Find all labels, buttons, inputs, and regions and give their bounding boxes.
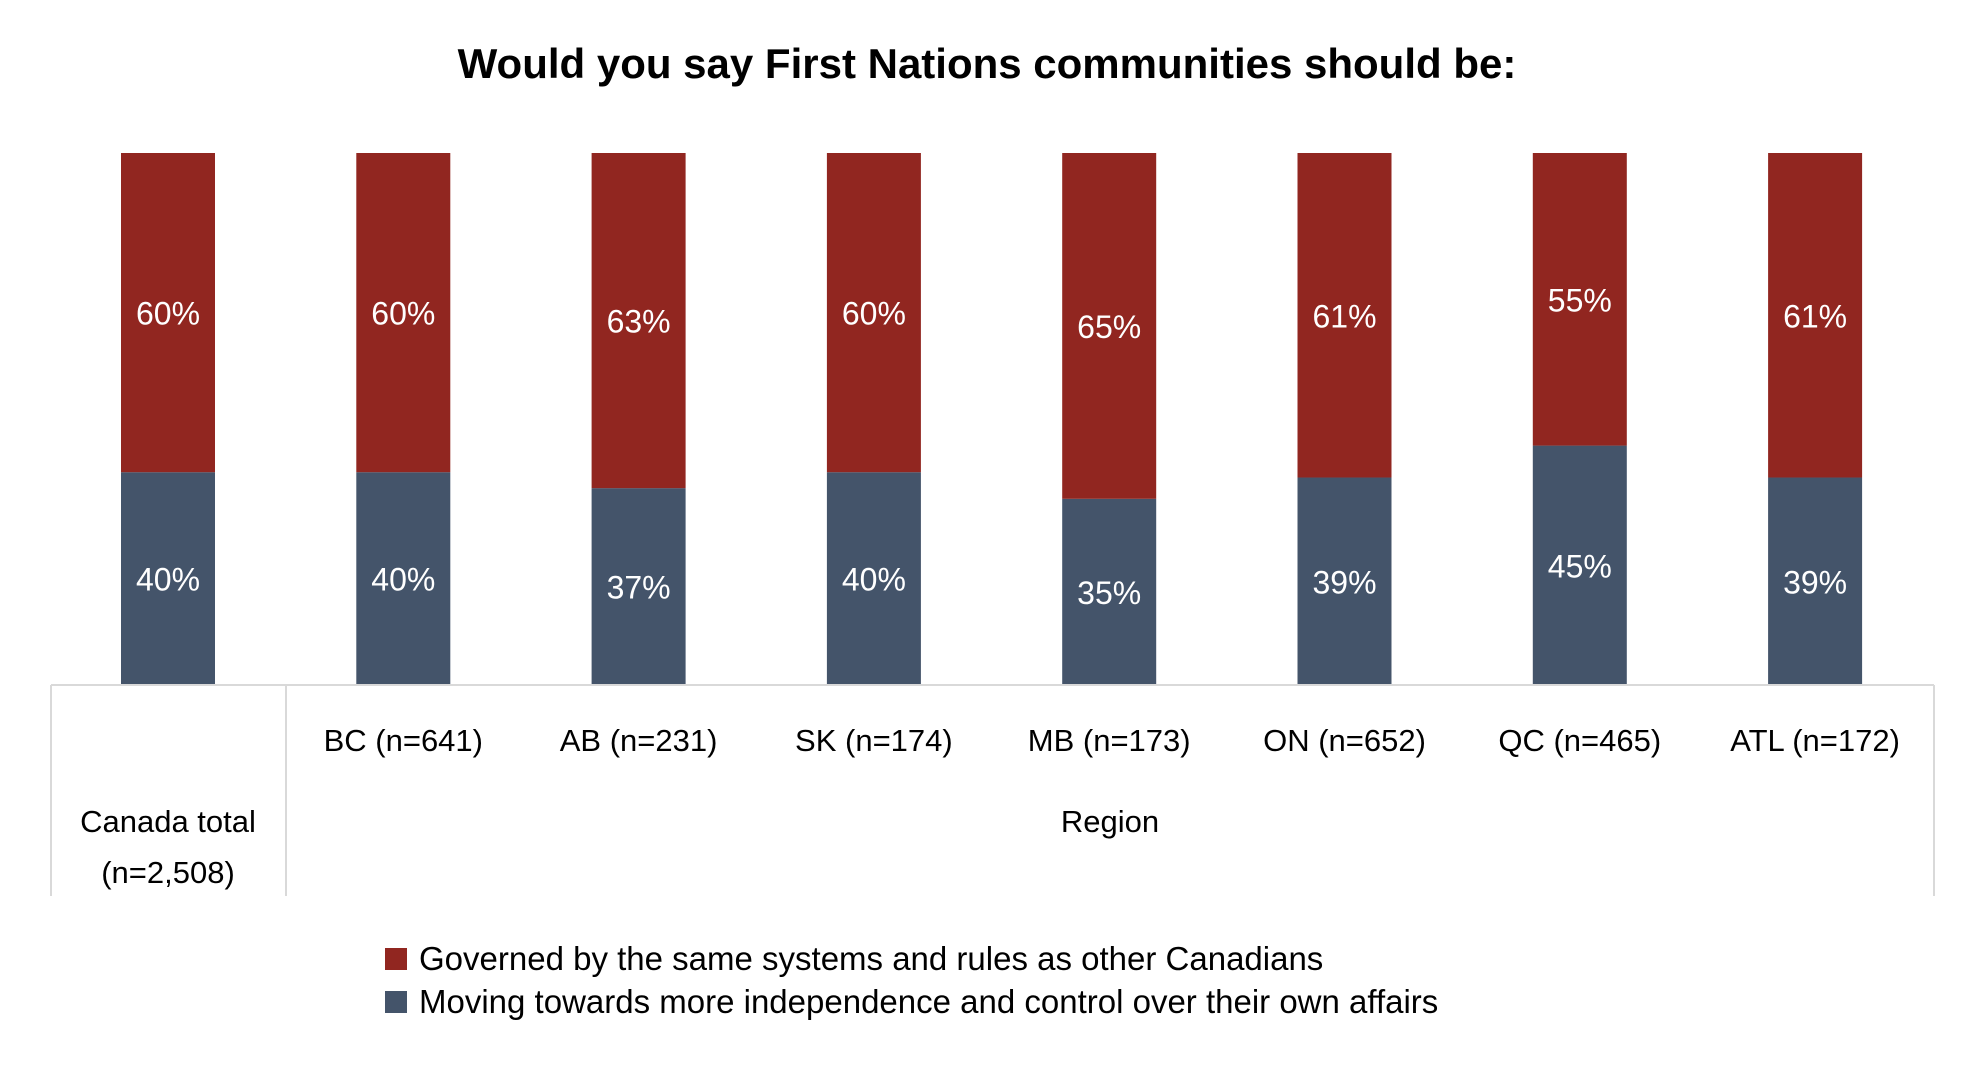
data-label: 61%: [1783, 298, 1847, 334]
x-tick-label: MB (n=173): [1028, 723, 1191, 758]
data-label: 45%: [1548, 548, 1612, 584]
x-tick-label: QC (n=465): [1498, 723, 1661, 758]
x-tick-label: ON (n=652): [1263, 723, 1426, 758]
bar-segment: [591, 488, 686, 685]
x-tick-label: (n=2,508): [101, 855, 235, 890]
bar-segment: [1532, 153, 1627, 446]
x-tick-label: AB (n=231): [560, 723, 718, 758]
data-label: 60%: [842, 296, 906, 332]
x-tick-label: Canada total: [80, 804, 256, 839]
legend-label-independence: Moving towards more independence and con…: [419, 983, 1439, 1020]
x-tick-label: SK (n=174): [795, 723, 953, 758]
data-label: 65%: [1077, 309, 1141, 345]
legend-item-independence: Moving towards more independence and con…: [385, 983, 1438, 1021]
legend-label-governed: Governed by the same systems and rules a…: [419, 940, 1324, 977]
data-label: 40%: [136, 562, 200, 598]
data-label: 39%: [1783, 564, 1847, 600]
x-tick-label: ATL (n=172): [1730, 723, 1900, 758]
data-label: 39%: [1312, 564, 1376, 600]
data-label: 35%: [1077, 575, 1141, 611]
bar-segment: [121, 472, 215, 685]
bar-segment: [356, 472, 451, 685]
bar-segment: [1062, 498, 1157, 685]
data-label: 63%: [607, 304, 671, 340]
bar-segment: [1768, 477, 1863, 685]
chart-title: Would you say First Nations communities …: [457, 40, 1517, 87]
legend-swatch-governed: [385, 948, 407, 970]
x-tick-label: BC (n=641): [324, 723, 483, 758]
data-label: 40%: [842, 562, 906, 598]
x-group-label: Region: [1061, 804, 1159, 839]
data-label: 61%: [1312, 298, 1376, 334]
data-label: 60%: [371, 296, 435, 332]
legend-swatch-independence: [385, 991, 407, 1013]
data-label: 60%: [136, 296, 200, 332]
bar-segment: [826, 153, 921, 473]
bar-segment: [1062, 153, 1157, 499]
data-label: 55%: [1548, 282, 1612, 318]
bar-segment: [1768, 153, 1863, 478]
data-label: 37%: [607, 570, 671, 606]
bar-segment: [121, 153, 215, 473]
bar-segment: [591, 153, 686, 489]
legend-item-governed: Governed by the same systems and rules a…: [385, 940, 1323, 978]
data-label: 40%: [371, 562, 435, 598]
bar-segment: [826, 472, 921, 685]
bar-segment: [1297, 153, 1392, 478]
bar-segment: [1532, 445, 1627, 685]
bar-segment: [1297, 477, 1392, 685]
bar-segment: [356, 153, 451, 473]
